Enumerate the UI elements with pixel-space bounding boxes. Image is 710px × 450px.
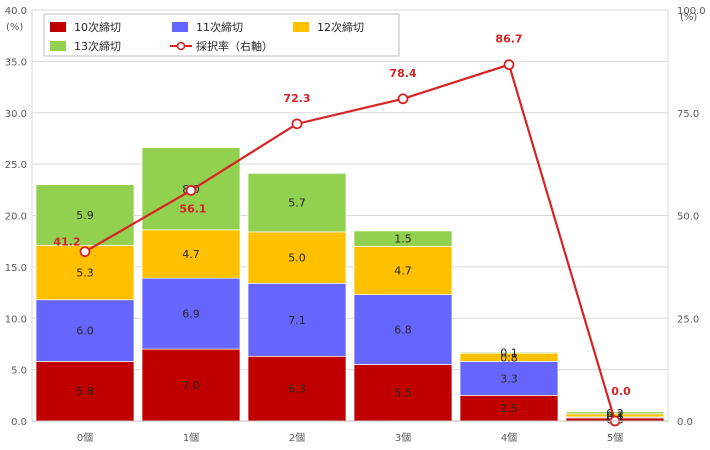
bar-segment [141,229,241,279]
bar-data-label: 1.5 [394,233,412,246]
rate-point [503,59,515,71]
bar-segment [247,282,347,357]
rate-point [291,118,303,130]
bar-data-label: 3.3 [500,372,518,385]
bar-data-label: 5.9 [76,209,94,222]
x-tick-label: 1個 [183,431,199,444]
bar-segment [353,230,453,247]
bar-data-label: 4.7 [182,248,200,261]
y-left-tick-label: 15.0 [5,263,27,274]
bar-segment [141,277,241,350]
rate-line-series: 41.2 56.1 72.3 78.4 86.7 0.0 [53,33,631,427]
bar-data-label: 7.0 [182,379,200,392]
rate-point [79,246,91,258]
legend-swatch [50,22,66,32]
legend-swatch [172,22,188,32]
bar-data-label: 0.8 [500,351,518,364]
legend-label: 12次締切 [317,20,364,34]
bar-data-label: 5.3 [76,267,94,280]
rate-data-label: 41.2 [53,236,80,249]
bar-segment [353,294,453,365]
x-tick-label: 5個 [607,431,623,444]
y-right-unit: (%) [680,12,697,23]
x-tick-label: 3個 [395,431,411,444]
bar-data-label: 6.8 [394,324,412,337]
rate-data-label: 56.1 [179,202,206,215]
bar-segment [35,299,135,362]
bar-segment [565,411,665,415]
bar-data-label: 6.0 [76,325,94,338]
bar-data-label: 4.7 [394,264,412,277]
bar-data-label: 5.8 [76,385,94,398]
y-right-tick-label: 100.0 [677,6,706,17]
bar-data-label: 6.9 [182,308,200,321]
rate-line [84,63,617,422]
rate-data-label: 78.4 [389,67,416,80]
bar-segment [35,361,135,422]
bar-segment [353,364,453,422]
y-left-tick-label: 35.0 [5,57,27,68]
legend-label: 11次締切 [196,20,243,34]
x-tick-label: 0個 [77,431,93,444]
x-tick-label: 2個 [289,431,305,444]
bar-series [35,147,665,422]
legend: 10次締切 11次締切 12次締切 13次締切 採択率（右軸） [43,13,400,57]
rate-data-label: 72.3 [283,92,310,105]
bar-segment [247,173,347,233]
y-left-tick-label: 25.0 [5,160,27,171]
bar-segment [459,394,559,422]
y-right-tick-label: 50.0 [677,212,699,223]
bar-data-label: 0.1 [500,347,518,360]
y-right-tick-label: 75.0 [677,109,699,120]
y-left-tick-label: 20.0 [5,212,27,223]
rate-data-label: 86.7 [495,33,522,46]
bar-data-label: 6.3 [288,383,306,396]
bar-data-label: 7.1 [288,314,306,327]
bar-segment [141,348,241,422]
legend-label: 10次締切 [74,20,121,34]
rate-data-label: 0.0 [611,385,631,398]
y-left-tick-label: 10.0 [5,314,27,325]
legend-swatch [293,22,309,32]
y-left-unit: (%) [6,22,23,33]
bar-segment [459,351,559,354]
bar-data-label: 5.7 [288,197,306,210]
y-left-tick-label: 5.0 [11,366,27,377]
legend-swatch [50,41,66,51]
y-left-tick-label: 40.0 [5,6,27,17]
y-right-tick-label: 0.0 [677,417,693,428]
bar-data-label: 5.5 [394,387,412,400]
bar-segment [353,245,453,295]
bar-segment [35,184,135,246]
bar-data-label: 5.0 [288,252,306,265]
bar-segment [247,355,347,422]
rate-point [185,185,197,196]
legend-box [43,13,400,57]
axes: 0.0 5.0 10.0 15.0 20.0 25.0 30.0 35.0 40.0 0.0 25.… [5,6,706,444]
legend-label: 13次締切 [74,39,121,53]
y-left-tick-label: 0.0 [11,417,27,428]
bar-segment [459,361,559,396]
legend-marker [176,41,186,51]
y-left-tick-label: 30.0 [5,109,27,120]
legend-label: 採択率（右軸） [196,39,273,53]
rate-point [397,93,409,105]
bar-data-label: 2.5 [500,402,518,415]
bar-segment [247,231,347,284]
y-right-tick-label: 25.0 [677,314,699,325]
x-tick-label: 4個 [501,431,517,444]
